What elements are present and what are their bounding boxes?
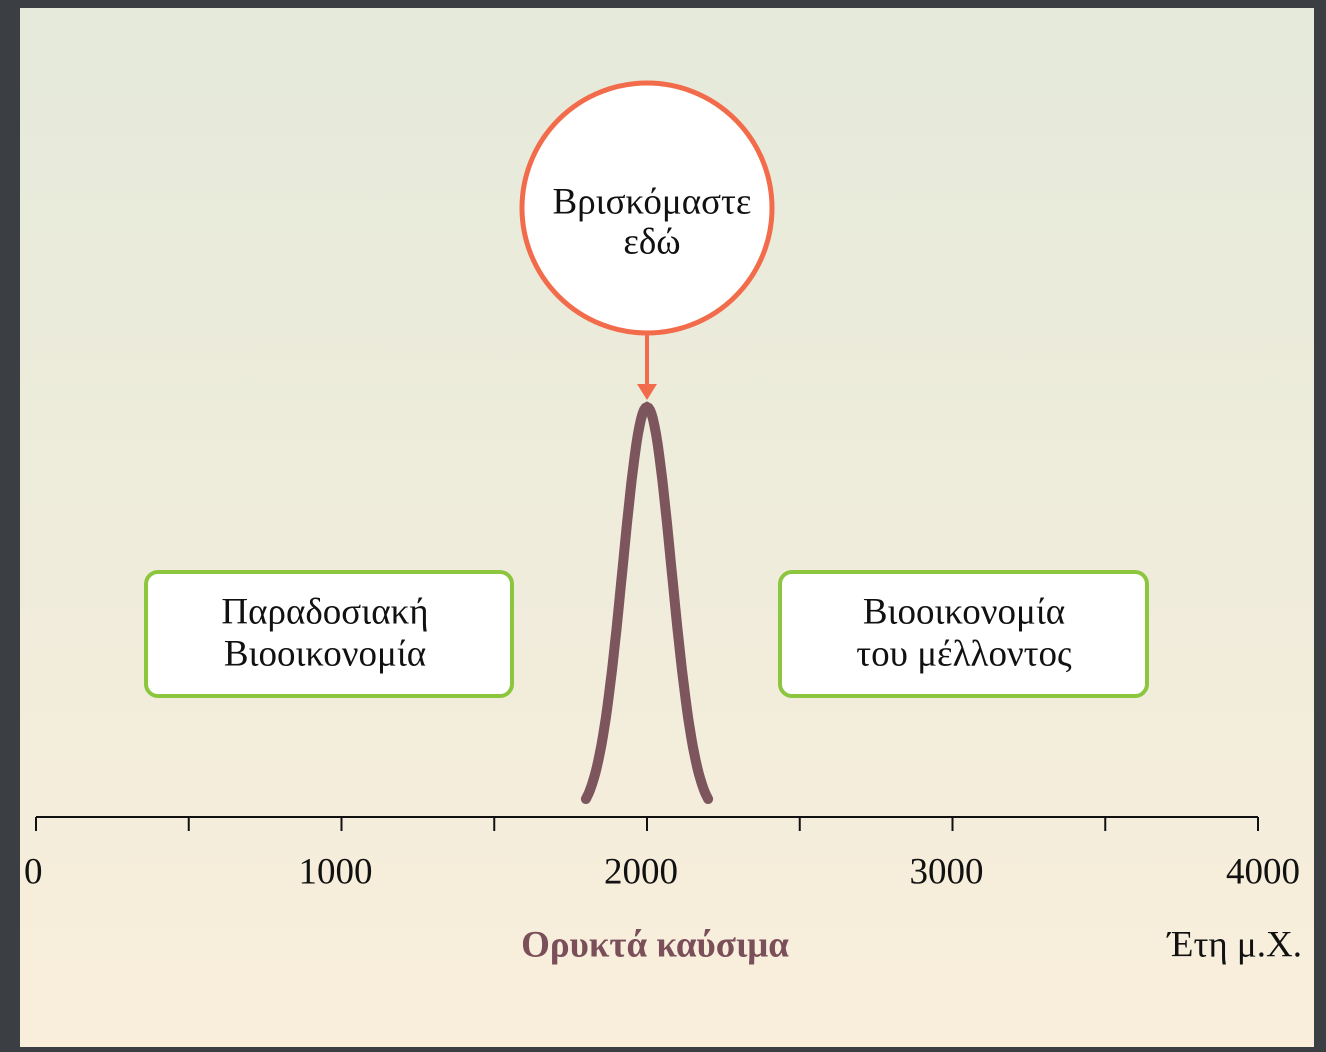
marker-text: Βρισκόμαστε <box>553 181 752 222</box>
box-text: Παραδοσιακή <box>221 591 428 632</box>
box <box>778 570 1149 698</box>
curve-label: Ορυκτά καύσιμα <box>521 924 789 965</box>
marker-text: εδώ <box>623 221 680 262</box>
arrow-head <box>637 384 657 400</box>
box-text: Βιοοικονομία <box>224 633 426 674</box>
axis-unit: Έτη μ.Χ. <box>1166 924 1302 965</box>
tick-label: 0 <box>24 851 43 892</box>
tick-label: 1000 <box>299 851 373 892</box>
fossil-curve <box>580 401 714 804</box>
tick-label: 2000 <box>604 851 678 892</box>
box <box>144 570 514 698</box>
box-text: του μέλλοντος <box>856 633 1072 674</box>
tick-label: 3000 <box>910 851 984 892</box>
marker-circle <box>519 80 775 336</box>
tick-label: 4000 <box>1226 851 1300 892</box>
box-text: Βιοοικονομία <box>863 591 1065 632</box>
